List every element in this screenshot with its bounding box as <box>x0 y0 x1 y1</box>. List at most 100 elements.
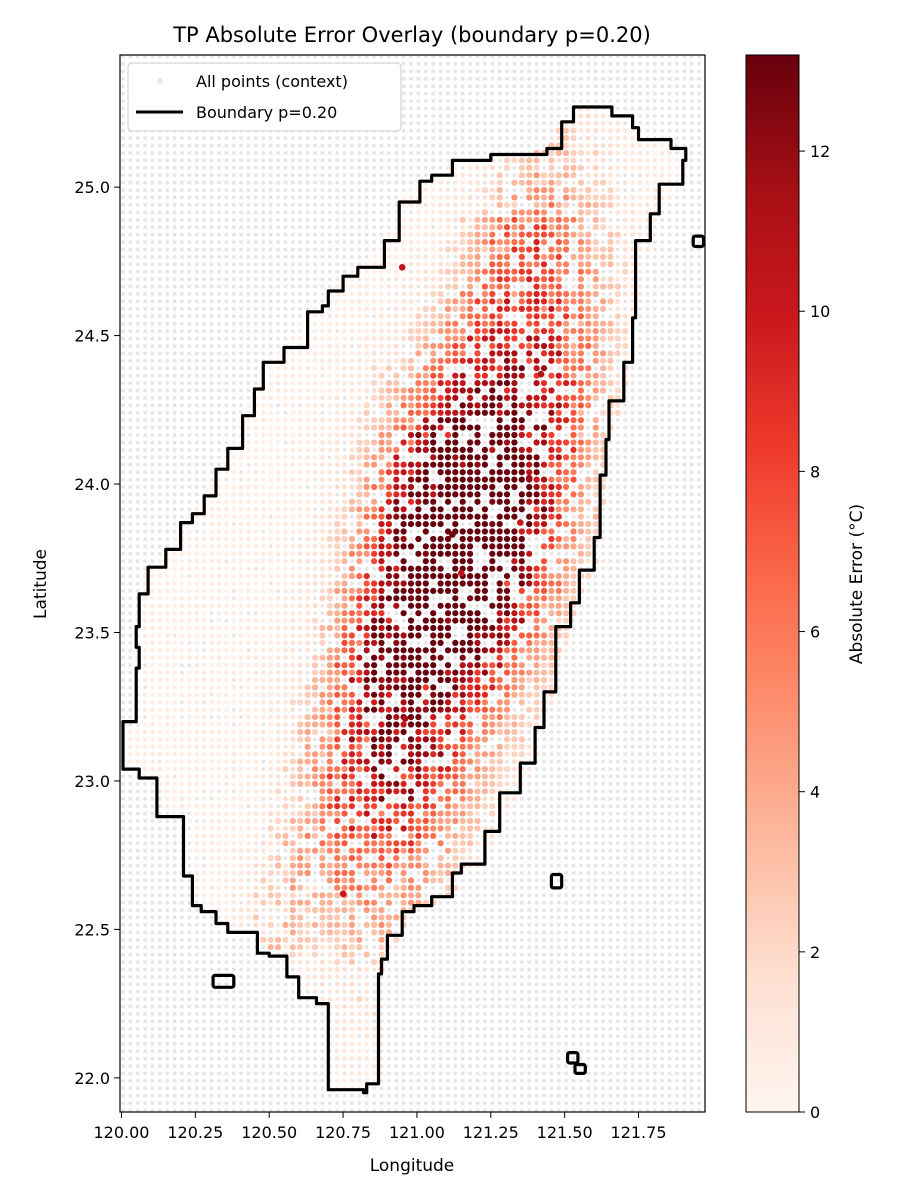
context-point <box>357 225 362 230</box>
context-point <box>276 143 280 148</box>
context-point <box>121 923 125 927</box>
context-point <box>165 1004 170 1009</box>
context-point <box>217 1078 221 1083</box>
context-point <box>246 269 251 274</box>
context-point <box>217 195 221 200</box>
context-point <box>305 1056 310 1061</box>
context-point <box>143 284 148 289</box>
context-point <box>268 255 273 259</box>
context-point <box>135 329 140 333</box>
context-point <box>298 1027 303 1031</box>
context-point <box>335 782 340 786</box>
context-point <box>268 262 273 267</box>
context-point <box>121 173 125 178</box>
context-point <box>231 329 236 333</box>
context-point <box>128 433 133 437</box>
context-point <box>298 307 303 311</box>
context-point <box>187 1056 192 1061</box>
context-point <box>172 633 177 638</box>
context-point <box>121 952 125 957</box>
context-point <box>239 188 244 193</box>
context-point <box>150 1108 155 1112</box>
context-point <box>298 217 303 222</box>
context-point <box>187 1049 192 1053</box>
context-point <box>357 1034 362 1039</box>
context-point <box>150 433 155 437</box>
context-point <box>217 997 221 1002</box>
context-point <box>165 930 170 935</box>
context-point <box>202 433 207 437</box>
context-point <box>150 232 155 237</box>
context-point <box>165 1101 170 1105</box>
context-point <box>158 1027 162 1031</box>
context-point <box>187 893 192 898</box>
context-point <box>165 448 170 452</box>
context-point <box>150 269 155 274</box>
context-point <box>121 655 125 660</box>
context-point <box>313 180 317 185</box>
context-point <box>357 1101 362 1105</box>
context-point <box>254 240 258 245</box>
context-point <box>239 269 244 274</box>
context-point <box>298 1019 303 1024</box>
context-point <box>202 648 207 653</box>
context-point <box>224 165 229 170</box>
context-point <box>143 663 148 668</box>
context-point <box>357 158 362 163</box>
context-point <box>320 989 325 994</box>
context-point <box>372 997 376 1002</box>
context-point <box>194 433 199 437</box>
context-point <box>135 403 140 408</box>
context-point <box>261 329 266 333</box>
context-point <box>158 136 162 141</box>
context-point <box>231 633 236 638</box>
context-point <box>150 1086 155 1091</box>
context-point <box>313 856 317 860</box>
context-point <box>128 1064 133 1068</box>
context-point <box>180 321 184 326</box>
context-point <box>121 1056 125 1061</box>
context-point <box>268 1019 273 1024</box>
context-point <box>254 366 258 371</box>
context-point <box>209 136 214 141</box>
context-point <box>150 841 155 846</box>
context-point <box>239 366 244 371</box>
context-point <box>224 1027 229 1031</box>
context-point <box>194 982 199 987</box>
context-point <box>194 1041 199 1046</box>
context-point <box>128 945 133 950</box>
context-point <box>143 715 148 719</box>
context-point <box>209 381 214 385</box>
context-point <box>239 217 244 222</box>
context-point <box>180 165 184 170</box>
context-point <box>290 1034 295 1039</box>
context-point <box>231 217 236 222</box>
context-point <box>342 165 347 170</box>
context-point <box>320 1012 325 1016</box>
context-point <box>172 396 177 400</box>
context-point <box>172 885 177 890</box>
context-point <box>135 522 140 526</box>
context-point <box>261 1064 266 1068</box>
context-point <box>261 195 266 200</box>
context-point <box>231 997 236 1002</box>
context-point <box>121 885 125 890</box>
context-point <box>364 255 369 259</box>
context-point <box>143 952 148 957</box>
context-point <box>128 470 133 475</box>
context-point <box>135 1056 140 1061</box>
context-point <box>298 655 303 660</box>
context-point <box>231 358 236 363</box>
context-point <box>268 217 273 222</box>
context-point <box>143 440 148 445</box>
context-point <box>290 1064 295 1068</box>
context-point <box>143 893 148 898</box>
context-point <box>357 277 362 282</box>
context-point <box>135 967 140 972</box>
context-point <box>217 351 221 356</box>
context-point <box>276 848 280 853</box>
context-point <box>298 878 303 883</box>
context-point <box>202 232 207 237</box>
context-point <box>165 188 170 193</box>
context-point <box>268 158 273 163</box>
